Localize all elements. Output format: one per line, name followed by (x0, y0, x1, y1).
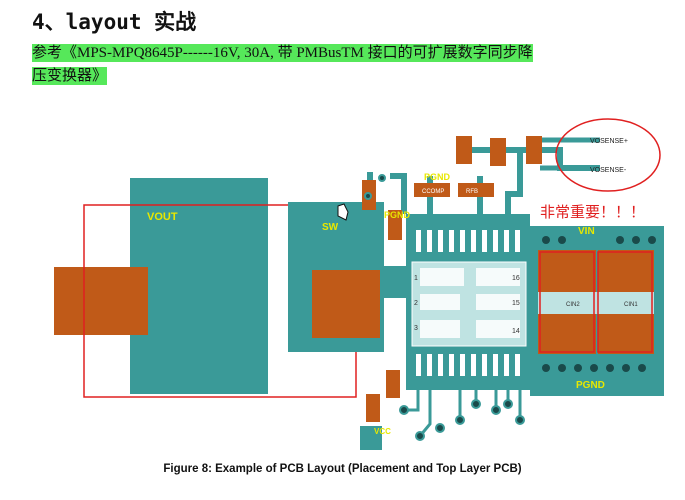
hand-cursor-icon (337, 203, 349, 221)
pgnd-mid-label: PGND (384, 210, 411, 220)
ccomp-label: CCOMP (422, 189, 444, 195)
sw-label: SW (322, 222, 339, 233)
part-sense-3 (526, 136, 542, 164)
cin1-label: CIN1 (624, 302, 638, 308)
vsense-highlight-circle (555, 118, 661, 192)
bottom-traces (404, 376, 522, 437)
ic-bottom-pins (416, 354, 520, 376)
pgnd-right-label: PGND (576, 380, 605, 391)
pgnd-top-label: PGND (424, 172, 451, 182)
reference-note: 参考《MPS-MPQ8645P------16V, 30A, 带 PMBusTM… (32, 42, 672, 88)
ic-pad-15 (476, 294, 520, 310)
pin-2-label: 2 (414, 300, 418, 307)
ic-pad-16 (476, 268, 520, 286)
ccomp-part (414, 183, 450, 197)
ic-top-pins (416, 230, 520, 252)
ic-pad-14 (476, 320, 520, 338)
vout-copper-plane (130, 178, 268, 394)
vcc-label: VCC (374, 427, 391, 436)
pin-1-label: 1 (414, 275, 418, 282)
pin-15-label: 15 (512, 300, 520, 307)
bottom-resistor-2 (366, 394, 380, 422)
sense-traces (427, 147, 600, 214)
reference-line-2: 压变换器》 (32, 67, 108, 85)
cin2-label: CIN2 (566, 302, 580, 308)
pin-16-label: 16 (512, 275, 520, 282)
vin-label: VIN (578, 226, 595, 237)
reference-line-1: 参考《MPS-MPQ8645P------16V, 30A, 带 PMBusTM… (32, 44, 533, 62)
resistor-left (388, 210, 402, 240)
ic-pad-2 (420, 294, 460, 310)
vsense-plus-label: VOSENSE+ (590, 138, 628, 145)
rfb-label: RFB (466, 189, 478, 195)
figure-caption: Figure 8: Example of PCB Layout (Placeme… (163, 463, 522, 475)
cin-gap (538, 292, 654, 314)
part-sense-2 (490, 138, 506, 166)
vsense-traces (540, 137, 600, 171)
part-sense-1 (456, 136, 472, 164)
vout-label: VOUT (147, 211, 178, 223)
vout-pad (54, 267, 148, 335)
ic-pad-1 (420, 268, 464, 286)
vsense-minus-label: VOSENSE- (590, 167, 627, 174)
rfb-part (458, 183, 494, 197)
cin-outline-2 (597, 251, 653, 353)
bottom-vias (364, 174, 525, 441)
pin-14-label: 14 (512, 328, 520, 335)
sw-pad (312, 270, 380, 338)
emphasis-note: 非常重要！！！ (540, 204, 645, 221)
vcc-pad (360, 426, 382, 450)
bottom-resistor-1 (386, 370, 400, 398)
cin-outline-1 (539, 251, 595, 353)
section-heading: 4、layout 实战 (32, 10, 197, 34)
ic-pad-3 (420, 320, 460, 338)
pin-3-label: 3 (414, 325, 418, 332)
vin-vias (542, 236, 656, 372)
